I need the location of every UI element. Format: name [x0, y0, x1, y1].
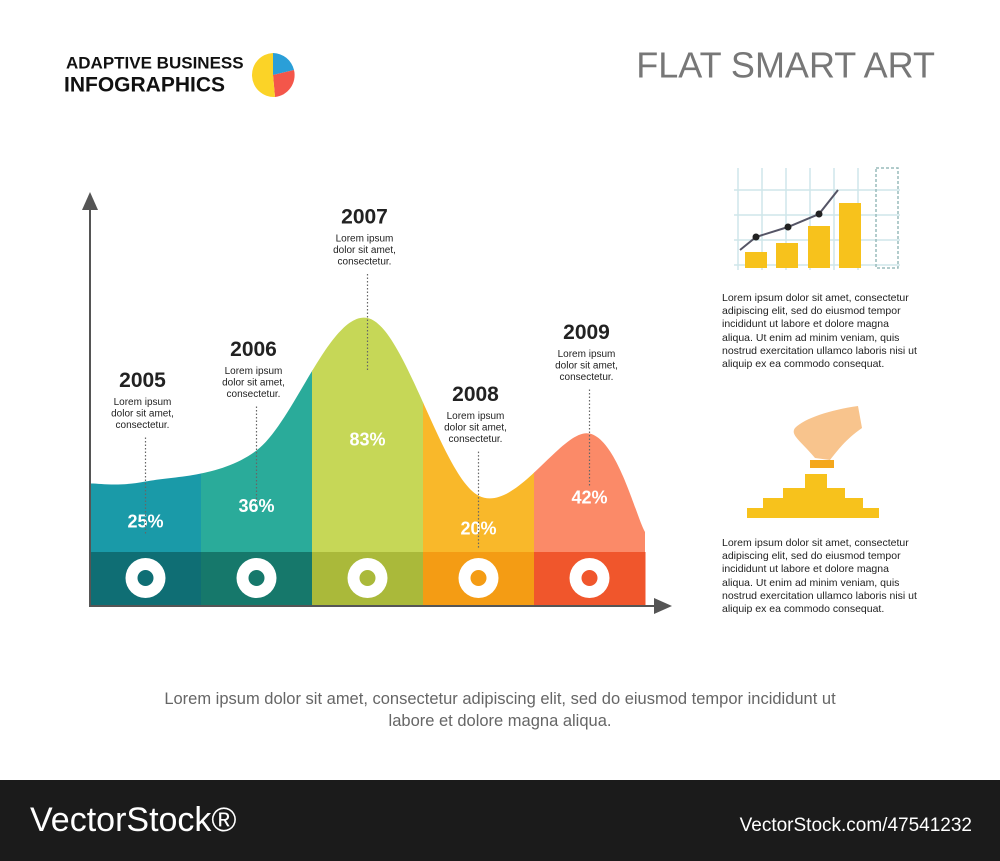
- description: consectetur.: [449, 434, 503, 445]
- description: Lorem ipsum: [114, 397, 172, 408]
- icon-glyph: [248, 570, 265, 586]
- value-label: 83%: [349, 430, 385, 450]
- description: consectetur.: [227, 389, 281, 400]
- footer-text: Lorem ipsum dolor sit amet, consectetur …: [164, 690, 836, 730]
- chart-illustration: [734, 167, 900, 270]
- page-title: FLAT SMART ART: [636, 45, 935, 86]
- description: dolor sit amet,: [444, 423, 507, 434]
- description: dolor sit amet,: [555, 361, 618, 372]
- year-label: 2006: [230, 338, 277, 361]
- icon-glyph: [470, 570, 487, 586]
- description: dolor sit amet,: [222, 378, 285, 389]
- watermark-id: VectorStock.com/47541232: [740, 815, 972, 836]
- year-label: 2009: [563, 321, 610, 344]
- icon-glyph: [359, 570, 376, 586]
- year-label: 2005: [119, 369, 166, 392]
- side-note: Lorem ipsum dolor sit amet, consectetur …: [722, 537, 917, 616]
- side-note: Lorem ipsum dolor sit amet, consectetur …: [722, 292, 917, 371]
- icon-glyph: [137, 570, 154, 586]
- brand-line1: ADAPTIVE BUSINESS: [66, 53, 244, 72]
- year-label: 2008: [452, 383, 499, 406]
- watermark-bar: [0, 780, 1000, 861]
- logo: [251, 53, 295, 98]
- description: Lorem ipsum: [225, 366, 283, 377]
- description: dolor sit amet,: [333, 245, 396, 256]
- description: consectetur.: [116, 420, 170, 431]
- brand-line2: INFOGRAPHICS: [64, 74, 225, 97]
- value-label: 20%: [460, 519, 496, 539]
- description: dolor sit amet,: [111, 409, 174, 420]
- value-label: 36%: [238, 496, 274, 516]
- description: consectetur.: [338, 257, 392, 268]
- description: Lorem ipsum: [447, 411, 505, 422]
- description: Lorem ipsum: [336, 234, 394, 245]
- description: Lorem ipsum: [558, 349, 616, 360]
- value-label: 42%: [571, 488, 607, 508]
- icon-glyph: [581, 570, 598, 586]
- description: consectetur.: [560, 372, 614, 383]
- watermark-brand: VectorStock®: [30, 801, 236, 839]
- coins-illustration: [747, 406, 879, 518]
- year-label: 2007: [341, 205, 388, 228]
